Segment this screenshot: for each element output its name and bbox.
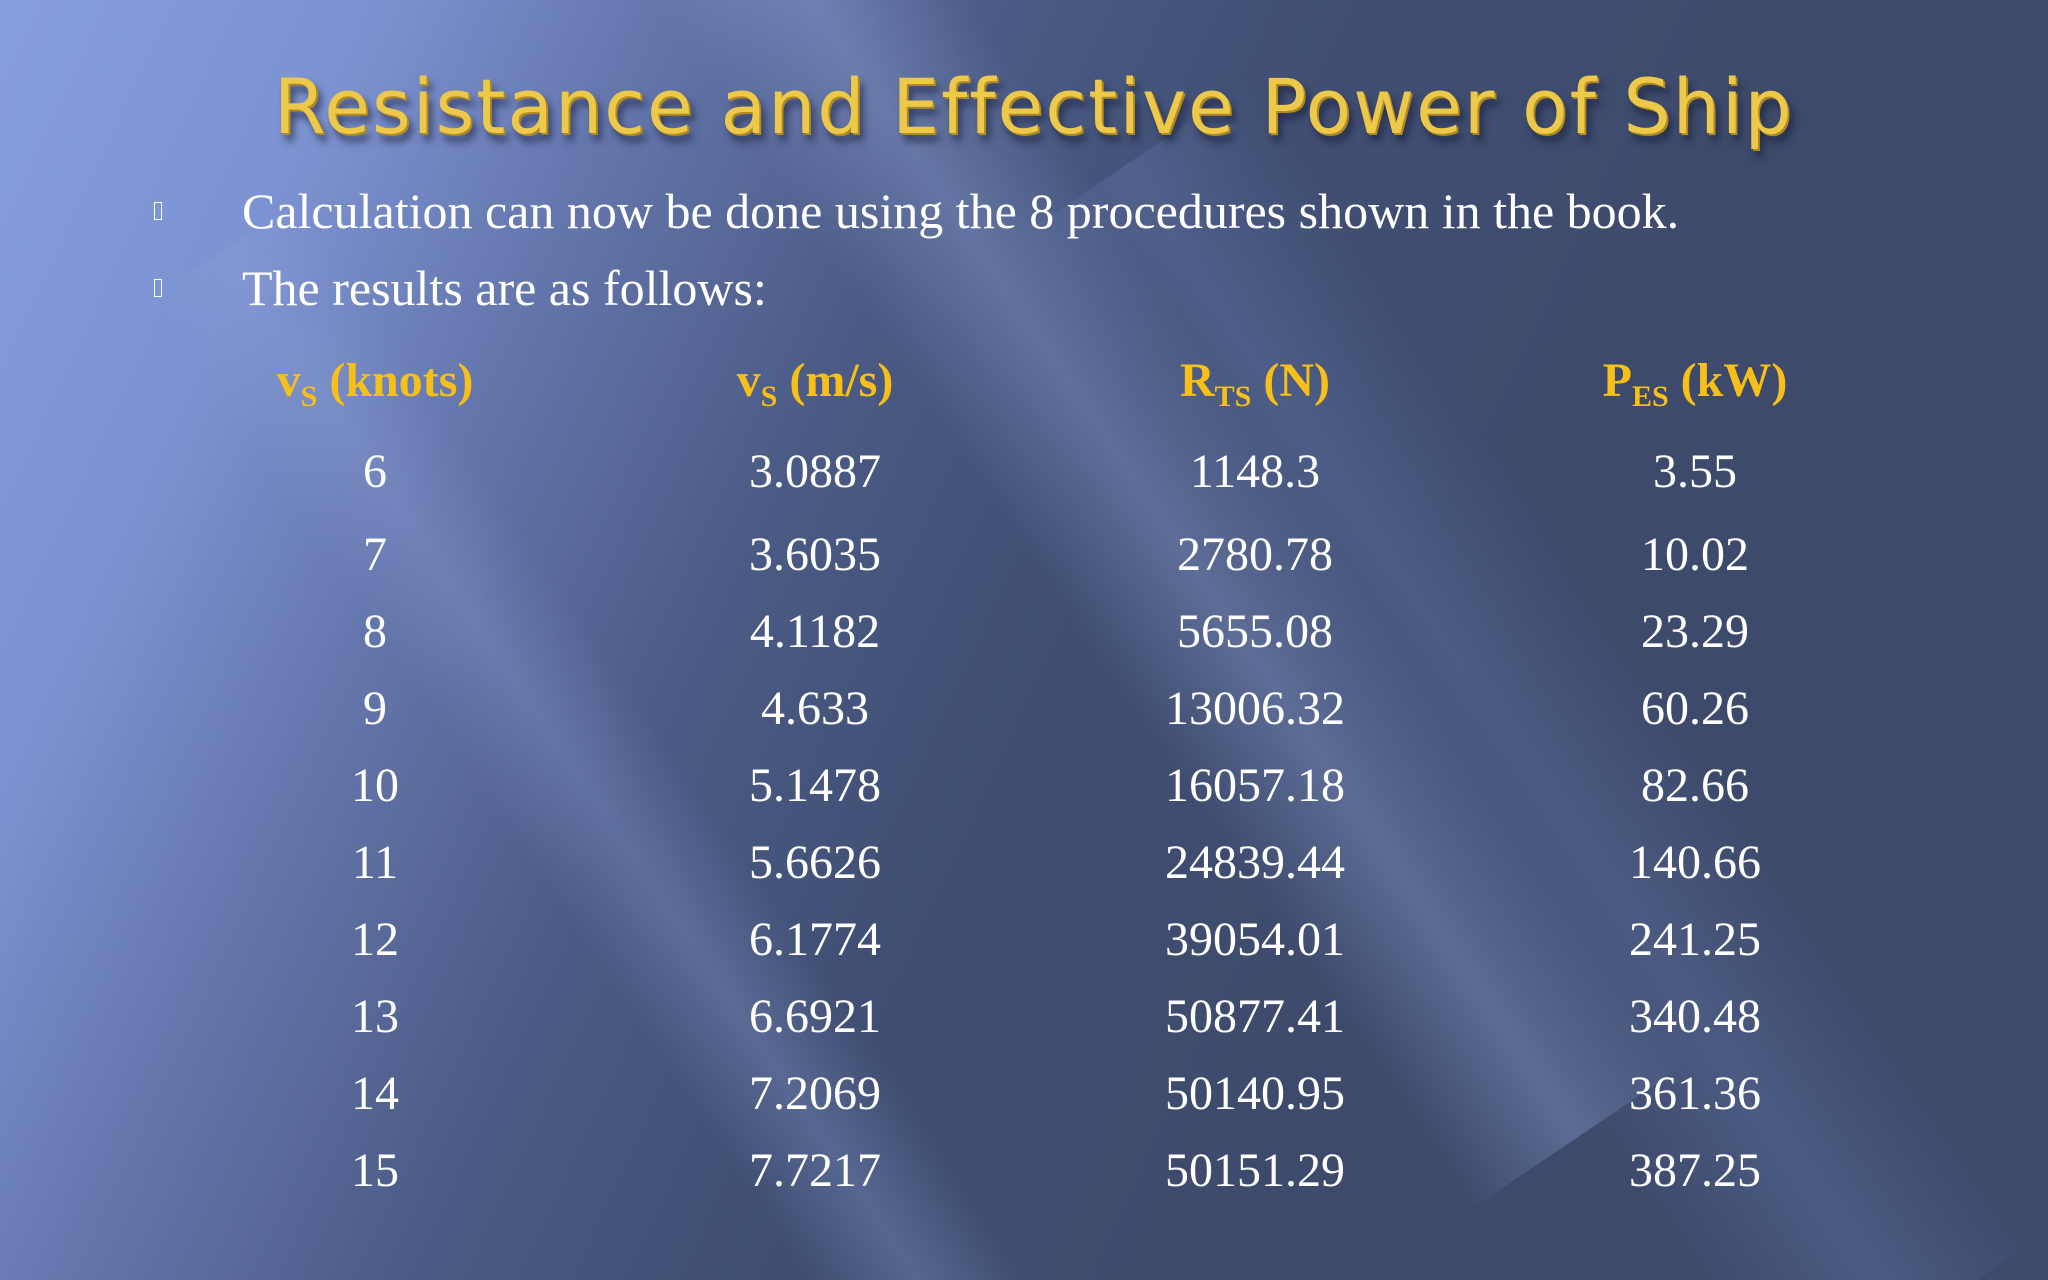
cell-power: 387.25: [1629, 1144, 1761, 1197]
cell-resistance: 39054.01: [1165, 913, 1345, 966]
cell-power: 340.48: [1629, 990, 1761, 1043]
cell-resistance: 1148.3: [1189, 444, 1321, 498]
cell-speed-knots: 11: [351, 836, 399, 889]
cell-resistance: 50877.41: [1165, 990, 1345, 1043]
table-row: 11 5.6626 24839.44 140.66: [155, 824, 1915, 901]
cell-speed-ms: 4.1182: [749, 605, 881, 658]
bullet-item: Calculation can now be done using the 8 …: [150, 172, 1679, 249]
cell-speed-knots: 9: [363, 682, 387, 735]
header-speed-knots: vS (knots): [276, 353, 474, 413]
cell-speed-ms: 7.7217: [749, 1144, 881, 1197]
placeholder-box-bullet-icon: [154, 201, 162, 220]
table-row: 9 4.633 13006.32 60.26: [155, 670, 1915, 747]
cell-power: 241.25: [1629, 913, 1761, 966]
cell-speed-knots: 13: [351, 990, 399, 1043]
table-header-row: vS (knots) vS (m/s) RTS (N) PES (kW): [155, 340, 1915, 420]
results-table: vS (knots) vS (m/s) RTS (N) PES (kW) 6 3.…: [155, 340, 1915, 1209]
table-row: 13 6.6921 50877.41 340.48: [155, 978, 1915, 1055]
cell-resistance: 2780.78: [1177, 528, 1333, 581]
table-row: 8 4.1182 5655.08 23.29: [155, 593, 1915, 670]
header-speed-ms: vS (m/s): [736, 353, 894, 413]
cell-speed-ms: 6.6921: [749, 990, 881, 1043]
bullet-text: Calculation can now be done using the 8 …: [242, 182, 1680, 239]
cell-resistance: 50140.95: [1165, 1067, 1345, 1120]
cell-speed-ms: 4.633: [761, 682, 869, 735]
cell-speed-ms: 7.2069: [749, 1067, 881, 1120]
slide-title: Resistance and Effective Power of Ship: [273, 62, 1794, 151]
cell-resistance: 5655.08: [1177, 605, 1333, 658]
bullet-text: The results are as follows:: [242, 259, 767, 316]
cell-resistance: 16057.18: [1165, 759, 1345, 812]
placeholder-box-bullet-icon: [154, 278, 162, 297]
cell-speed-knots: 12: [351, 913, 399, 966]
table-row: 12 6.1774 39054.01 241.25: [155, 901, 1915, 978]
cell-power: 23.29: [1641, 605, 1749, 658]
cell-speed-knots: 8: [363, 605, 387, 658]
cell-speed-ms: 5.6626: [749, 836, 881, 889]
table-row: 10 5.1478 16057.18 82.66: [155, 747, 1915, 824]
cell-speed-knots: 10: [351, 759, 399, 812]
table-row: 14 7.2069 50140.95 361.36: [155, 1055, 1915, 1132]
cell-speed-knots: 7: [363, 528, 387, 581]
bullet-list: Calculation can now be done using the 8 …: [150, 172, 1679, 326]
cell-speed-ms: 3.6035: [749, 528, 881, 581]
table-row: 7 3.6035 2780.78 10.02: [155, 516, 1915, 593]
cell-power: 3.55: [1653, 444, 1737, 498]
table-row: 6 3.0887 1148.3 3.55: [155, 420, 1915, 516]
cell-speed-knots: 15: [351, 1144, 399, 1197]
cell-speed-knots: 14: [351, 1067, 399, 1120]
header-total-resistance: RTS (N): [1179, 353, 1330, 413]
cell-power: 60.26: [1641, 682, 1749, 735]
cell-resistance: 13006.32: [1165, 682, 1345, 735]
cell-power: 82.66: [1641, 759, 1749, 812]
cell-speed-ms: 5.1478: [749, 759, 881, 812]
cell-power: 140.66: [1629, 836, 1761, 889]
table-row: 15 7.7217 50151.29 387.25: [155, 1132, 1915, 1209]
header-effective-power: PES (kW): [1602, 353, 1788, 413]
cell-resistance: 24839.44: [1165, 836, 1345, 889]
cell-speed-ms: 3.0887: [749, 444, 881, 498]
cell-resistance: 50151.29: [1165, 1144, 1345, 1197]
cell-speed-knots: 6: [363, 444, 387, 498]
cell-power: 361.36: [1629, 1067, 1761, 1120]
bullet-item: The results are as follows:: [150, 249, 1679, 326]
cell-power: 10.02: [1641, 528, 1749, 581]
cell-speed-ms: 6.1774: [749, 913, 881, 966]
